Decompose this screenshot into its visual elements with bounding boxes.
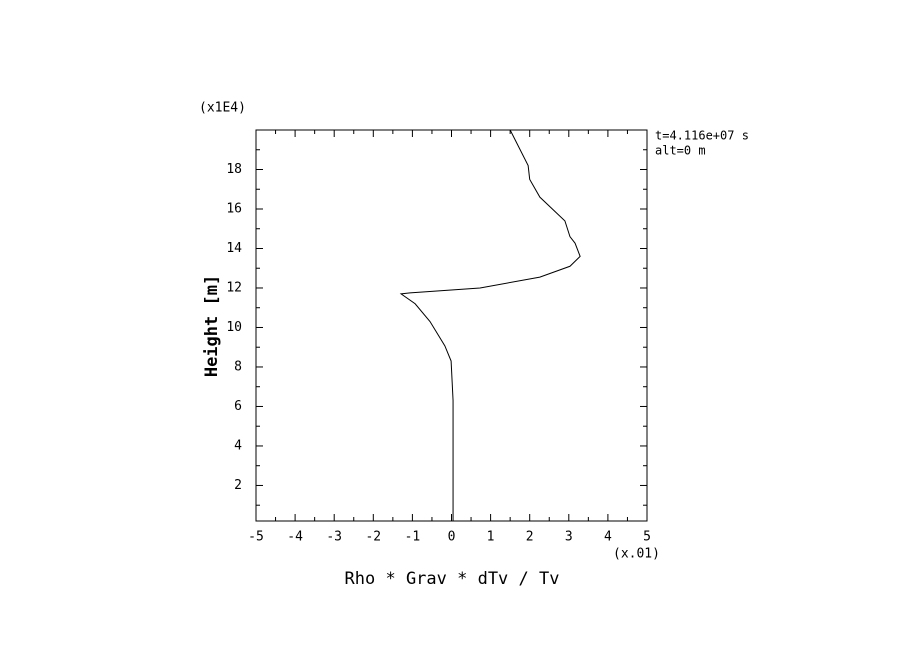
- y-tick-label: 8: [234, 359, 242, 374]
- y-tick-label: 4: [234, 438, 242, 453]
- x-tick-label: 0: [448, 530, 456, 545]
- annotation: t=4.116e+07 s: [655, 129, 749, 143]
- x-tick-label: 4: [604, 530, 612, 545]
- x-tick-label: 5: [643, 530, 651, 545]
- y-tick-label: 6: [234, 399, 242, 414]
- y-scale-label: (x1E4): [199, 101, 246, 116]
- y-tick-label: 16: [226, 201, 242, 216]
- y-tick-label: 10: [226, 320, 242, 335]
- x-tick-label: 1: [487, 530, 495, 545]
- y-tick-label: 12: [226, 280, 242, 295]
- y-tick-label: 14: [226, 241, 242, 256]
- x-tick-label: 3: [565, 530, 573, 545]
- x-tick-label: -2: [365, 530, 381, 545]
- x-tick-label: 2: [526, 530, 534, 545]
- x-tick-label: -5: [248, 530, 264, 545]
- x-tick-label: -3: [326, 530, 342, 545]
- y-axis-label: Height [m]: [202, 275, 222, 377]
- y-tick-label: 2: [234, 478, 242, 493]
- y-tick-label: 18: [226, 162, 242, 177]
- x-axis-label: Rho * Grav * dTv / Tv: [345, 569, 560, 589]
- x-scale-label: (x.01): [613, 547, 660, 562]
- annotation: alt=0 m: [655, 144, 706, 158]
- x-tick-label: -4: [287, 530, 303, 545]
- profile-line: [399, 129, 581, 521]
- x-tick-label: -1: [405, 530, 421, 545]
- plot-frame: [255, 129, 648, 522]
